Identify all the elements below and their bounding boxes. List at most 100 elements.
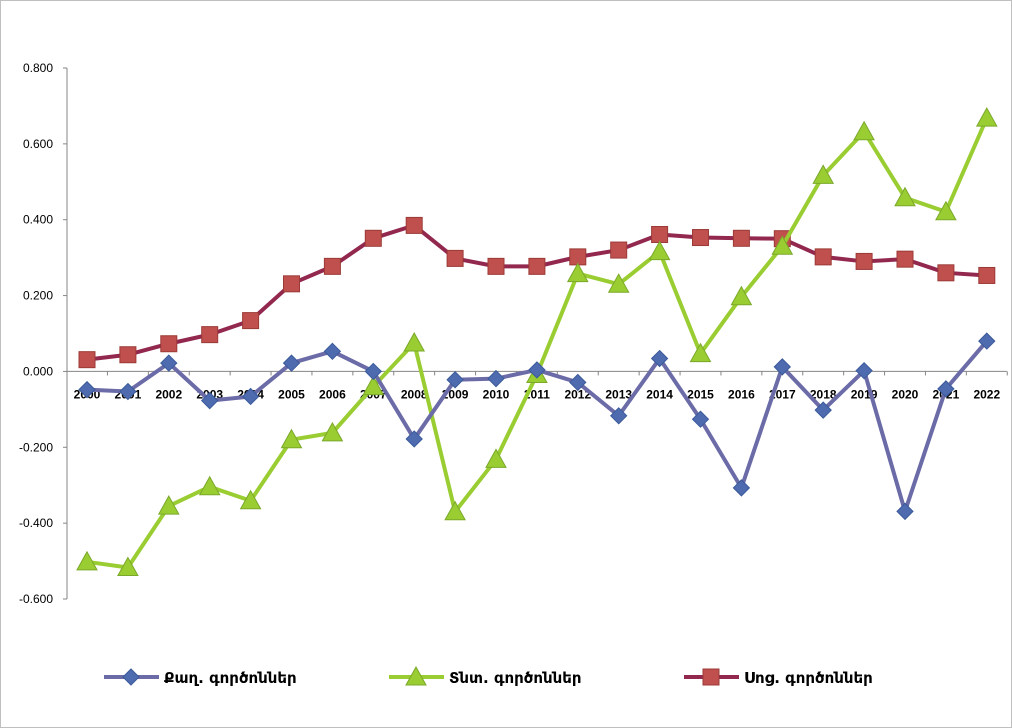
- data-point: [853, 120, 875, 141]
- data-point: [896, 502, 914, 521]
- data-point: [812, 164, 835, 184]
- legend-item: Քաղ. գործոններ: [104, 668, 297, 687]
- data-point: [730, 285, 753, 306]
- data-point: [282, 354, 301, 372]
- data-point: [323, 342, 342, 361]
- y-tick-label: 0.000: [23, 364, 53, 378]
- series-line: [86, 117, 989, 570]
- data-point: [200, 391, 219, 410]
- data-point: [201, 326, 219, 344]
- data-point: [119, 382, 137, 401]
- y-tick-label: 0.600: [23, 137, 53, 151]
- data-point: [485, 448, 507, 468]
- y-tick-label: 0.800: [23, 61, 53, 75]
- legend-marker: [405, 665, 427, 686]
- data-point: [444, 500, 466, 521]
- series-square: [78, 216, 996, 369]
- data-point: [405, 430, 423, 448]
- x-tick-label: 2006: [319, 387, 346, 401]
- data-point: [364, 229, 382, 247]
- data-point: [321, 421, 344, 442]
- legend: Քաղ. գործոններ Տնտ. գործոններ Սոց. գործոնն…: [104, 665, 873, 687]
- data-point: [648, 240, 671, 261]
- data-point: [239, 489, 262, 510]
- data-point: [935, 200, 957, 221]
- data-point: [405, 216, 423, 234]
- data-point: [446, 371, 464, 389]
- y-tick-label: -0.400: [19, 516, 53, 530]
- data-point: [814, 401, 832, 419]
- data-point: [280, 428, 303, 449]
- data-point: [403, 331, 426, 352]
- data-point: [569, 373, 587, 392]
- data-point: [323, 257, 341, 275]
- data-point: [117, 556, 139, 577]
- series: [76, 107, 998, 577]
- y-tick-label: -0.200: [19, 440, 53, 454]
- data-point: [157, 495, 180, 515]
- data-point: [855, 252, 873, 270]
- data-point: [528, 361, 546, 379]
- data-point: [732, 479, 751, 497]
- data-point: [651, 226, 669, 244]
- data-point: [76, 550, 98, 571]
- legend-item: Տնտ. գործոններ: [389, 665, 582, 687]
- x-tick-label: 2010: [483, 387, 510, 401]
- series-diamond: [78, 332, 996, 521]
- x-tick-label: 2018: [810, 387, 837, 401]
- data-point: [160, 335, 178, 353]
- series-line: [86, 223, 987, 362]
- data-point: [487, 257, 505, 275]
- legend-label: Սոց. գործոններ: [744, 669, 873, 687]
- x-tick-label: 2016: [728, 387, 755, 401]
- data-point: [364, 362, 383, 381]
- x-tick-label: 2008: [401, 387, 428, 401]
- data-point: [732, 229, 750, 247]
- x-tick-label: 2012: [564, 387, 591, 401]
- data-point: [241, 387, 260, 406]
- x-tick-label: 2005: [278, 387, 305, 401]
- data-point: [771, 235, 794, 255]
- data-point: [692, 229, 709, 247]
- data-point: [978, 266, 996, 284]
- x-tick-label: 2014: [646, 387, 673, 401]
- data-point: [609, 407, 628, 425]
- x-tick-label: 2022: [973, 387, 1000, 401]
- data-point: [773, 358, 792, 376]
- y-tick-label: 0.200: [23, 289, 53, 303]
- legend-label: Քաղ. գործոններ: [164, 669, 297, 687]
- legend-label: Տնտ. գործոններ: [449, 669, 582, 687]
- y-tick-label: -0.600: [19, 592, 53, 606]
- data-point: [198, 475, 221, 496]
- data-point: [937, 264, 955, 282]
- x-tick-label: 2015: [687, 387, 714, 401]
- data-point: [610, 241, 628, 259]
- y-tick-label: 0.400: [23, 213, 53, 227]
- data-point: [362, 375, 385, 396]
- legend-marker: [702, 668, 720, 686]
- data-point: [894, 186, 916, 207]
- data-point: [855, 361, 873, 380]
- data-point: [814, 248, 832, 266]
- data-point: [119, 346, 137, 364]
- data-point: [78, 380, 96, 399]
- data-point: [975, 107, 998, 127]
- data-point: [566, 262, 589, 283]
- data-point: [569, 248, 587, 266]
- data-point: [650, 349, 669, 368]
- x-tick-label: 2002: [155, 387, 182, 401]
- data-point: [978, 332, 996, 350]
- data-point: [528, 257, 546, 275]
- x-tick-label: 2013: [605, 387, 632, 401]
- data-point: [242, 312, 260, 330]
- data-point: [607, 273, 630, 293]
- data-point: [283, 275, 300, 293]
- x-tick-label: 2020: [892, 387, 919, 401]
- legend-item: Սոց. գործոններ: [684, 668, 873, 687]
- y-axis-ticks: 0.800 0.600 0.400 0.200 0.000 -0.200 -0.400 -0.…: [19, 61, 67, 606]
- data-point: [487, 369, 505, 388]
- data-point: [446, 249, 464, 267]
- data-point: [691, 410, 710, 428]
